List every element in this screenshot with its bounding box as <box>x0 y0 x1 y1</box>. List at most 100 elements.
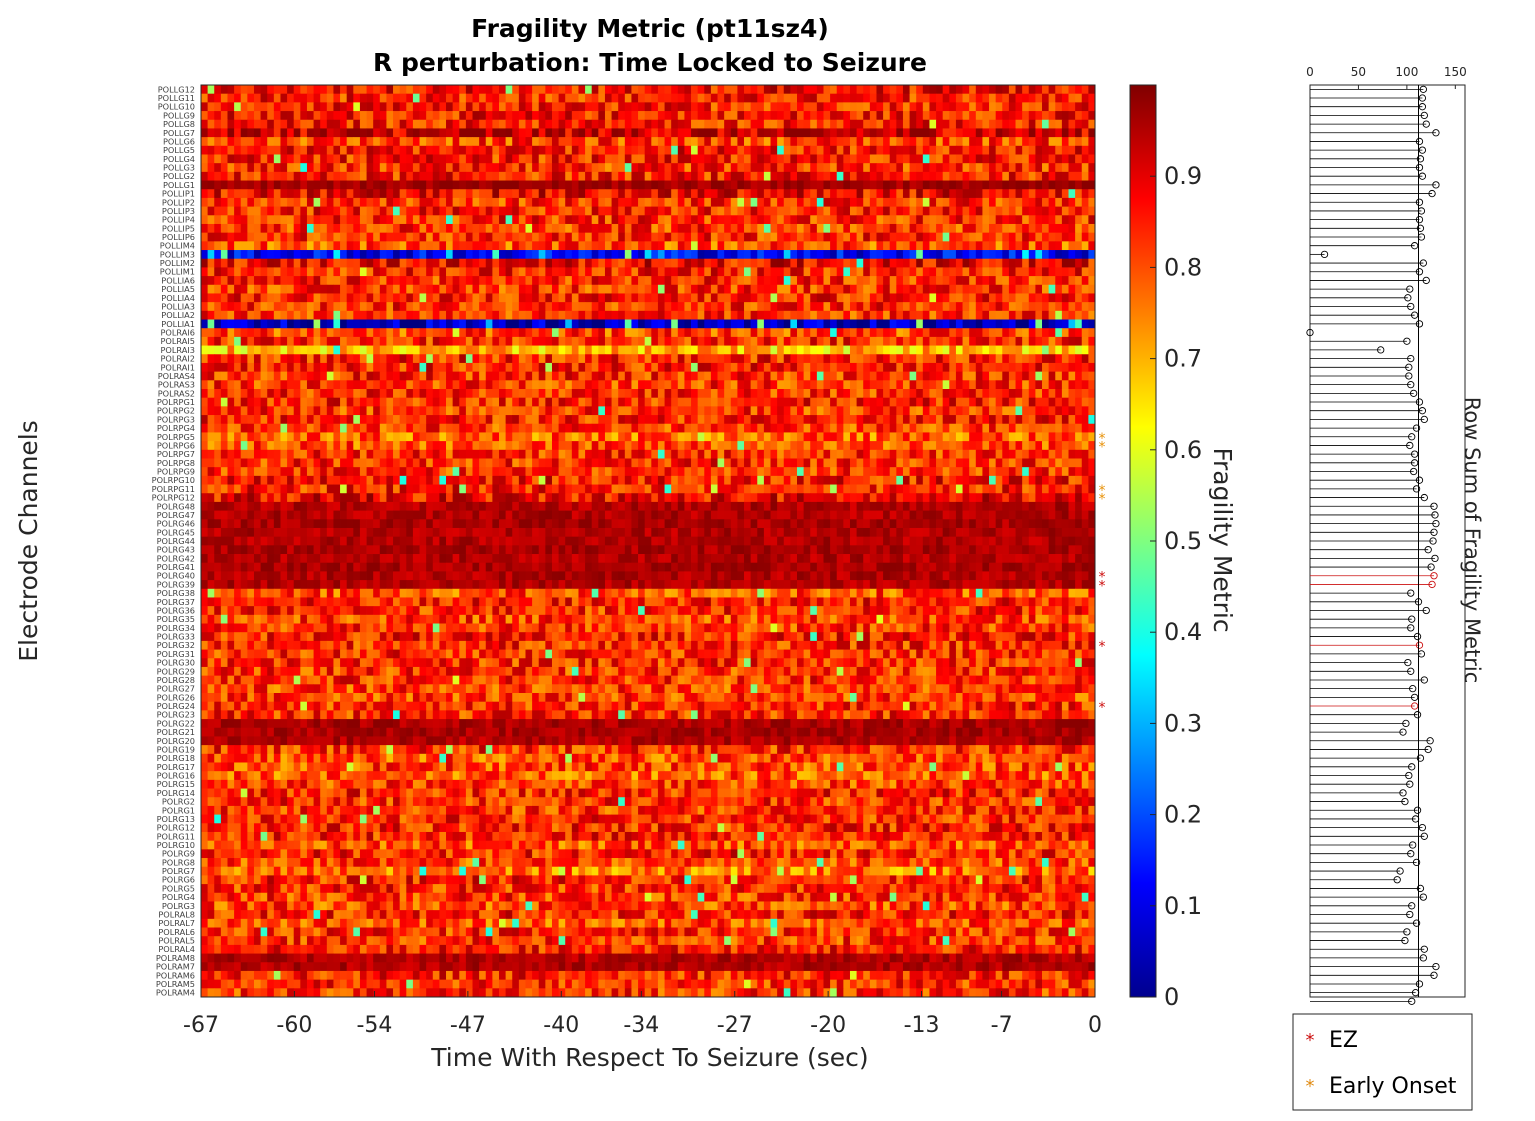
heatmap-cell <box>777 145 785 155</box>
heatmap-cell <box>1042 137 1050 147</box>
heatmap-cell <box>479 389 487 399</box>
heatmap-cell <box>843 302 851 312</box>
heatmap-cell <box>777 171 785 181</box>
heatmap-cell <box>783 93 791 103</box>
heatmap-cell <box>432 180 440 190</box>
heatmap-cell <box>916 354 924 364</box>
heatmap-cell <box>922 284 930 294</box>
heatmap-cell <box>737 154 745 164</box>
heatmap-cell <box>379 380 387 390</box>
heatmap-cell <box>710 284 718 294</box>
heatmap-cell <box>849 362 857 373</box>
heatmap-cell <box>426 284 434 294</box>
heatmap-cell <box>677 197 685 207</box>
heatmap-cell <box>591 85 599 95</box>
heatmap-cell <box>373 206 381 216</box>
heatmap-cell <box>856 111 864 121</box>
heatmap-cell <box>234 102 242 112</box>
heatmap-cell <box>936 336 944 346</box>
heatmap-cell <box>1075 345 1083 355</box>
heatmap-cell <box>843 258 851 268</box>
heatmap-cell <box>830 371 838 381</box>
heatmap-cell <box>253 267 261 277</box>
heatmap-cell <box>571 102 579 112</box>
heatmap-cell <box>843 362 851 373</box>
heatmap-cell <box>287 319 295 329</box>
heatmap-cell <box>896 154 904 164</box>
heatmap-cell <box>631 137 639 147</box>
heatmap-cell <box>439 267 447 277</box>
heatmap-cell <box>1048 171 1056 181</box>
heatmap-cell <box>532 284 540 294</box>
heatmap-cell <box>1002 336 1010 346</box>
heatmap-cell <box>320 197 328 207</box>
heatmap-cell <box>691 302 699 312</box>
heatmap-cell <box>757 85 765 95</box>
heatmap-cell <box>499 232 507 242</box>
heatmap-cell <box>326 362 334 373</box>
heatmap-cell <box>326 180 334 190</box>
heatmap-cell <box>379 336 387 346</box>
heatmap-cell <box>234 310 242 320</box>
heatmap-cell <box>651 111 659 121</box>
heatmap-cell <box>591 250 599 260</box>
heatmap-cell <box>340 328 348 338</box>
heatmap-cell <box>227 180 235 190</box>
heatmap-cell <box>624 93 632 103</box>
heatmap-cell <box>710 354 718 364</box>
heatmap-cell <box>379 111 387 121</box>
heatmap-cell <box>922 362 930 373</box>
heatmap-cell <box>843 180 851 190</box>
heatmap-cell <box>598 223 606 234</box>
heatmap-cell <box>439 128 447 138</box>
heatmap-cell <box>684 197 692 207</box>
heatmap-cell <box>585 310 593 320</box>
heatmap-cell <box>326 284 334 294</box>
heatmap-cell <box>406 137 414 147</box>
heatmap-cell <box>591 389 599 399</box>
heatmap-cell <box>730 197 738 207</box>
heatmap-cell <box>399 93 407 103</box>
heatmap-cell <box>419 258 427 268</box>
heatmap-cell <box>1042 111 1050 121</box>
heatmap-cell <box>340 362 348 373</box>
heatmap-cell <box>346 197 354 207</box>
heatmap-cell <box>1048 397 1056 407</box>
heatmap-cell <box>492 137 500 147</box>
heatmap-cell <box>691 336 699 346</box>
heatmap-cell <box>1075 145 1083 155</box>
heatmap-cell <box>1088 93 1096 103</box>
heatmap-cell <box>883 232 891 242</box>
heatmap-cell <box>916 206 924 216</box>
heatmap-cell <box>724 258 732 268</box>
heatmap-cell <box>1081 250 1089 260</box>
heatmap-cell <box>730 336 738 346</box>
heatmap-cell <box>234 223 242 234</box>
heatmap-cell <box>856 336 864 346</box>
heatmap-cell <box>883 336 891 346</box>
heatmap-cell <box>227 336 235 346</box>
heatmap-cell <box>247 362 255 373</box>
heatmap-cell <box>1015 93 1023 103</box>
heatmap-cell <box>373 267 381 277</box>
heatmap-cell <box>432 362 440 373</box>
heatmap-cell <box>856 197 864 207</box>
heatmap-cell <box>710 302 718 312</box>
heatmap-cell <box>777 241 785 251</box>
heatmap-cell <box>406 93 414 103</box>
heatmap-cell <box>657 102 665 112</box>
heatmap-cell <box>240 128 248 138</box>
heatmap-cell <box>929 119 937 129</box>
heatmap-cell <box>234 137 242 147</box>
heatmap-cell <box>366 397 374 407</box>
heatmap-cell <box>876 206 884 216</box>
heatmap-cell <box>717 371 725 381</box>
heatmap-cell <box>962 215 970 225</box>
heatmap-cell <box>889 215 897 225</box>
heatmap-cell <box>214 389 222 399</box>
heatmap-cell <box>1042 319 1050 329</box>
heatmap-cell <box>651 371 659 381</box>
heatmap-cell <box>267 293 275 303</box>
heatmap-cell <box>863 197 871 207</box>
heatmap-cell <box>505 397 513 407</box>
